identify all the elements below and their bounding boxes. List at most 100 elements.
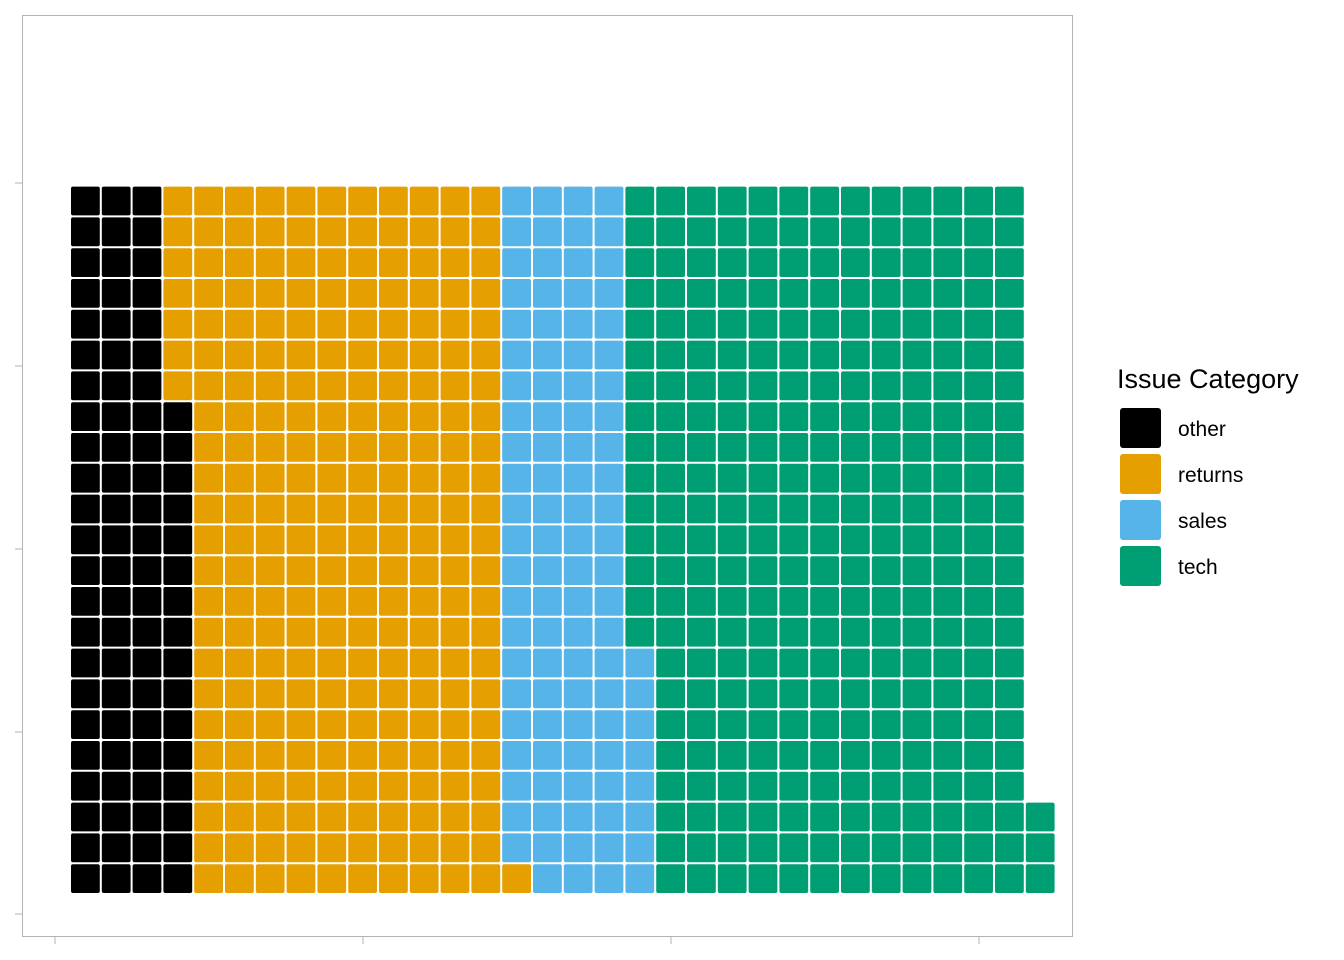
waffle-cell-returns	[255, 340, 285, 370]
waffle-cell-returns	[440, 340, 470, 370]
legend-key-other	[1120, 408, 1161, 448]
waffle-cell-tech	[964, 710, 993, 739]
waffle-cell-tech	[748, 433, 778, 462]
waffle-cell-tech	[810, 802, 839, 832]
waffle-cell-returns	[471, 371, 501, 401]
waffle-cell-tech	[964, 617, 993, 647]
waffle-cell-tech	[656, 648, 685, 678]
waffle-cell-other	[163, 771, 193, 801]
waffle-cell-returns	[255, 433, 285, 462]
waffle-cell-other	[71, 833, 100, 863]
waffle-cell-tech	[625, 340, 655, 370]
waffle-cell-other	[163, 433, 193, 462]
waffle-cell-sales	[594, 864, 624, 893]
waffle-cell-returns	[409, 710, 439, 739]
waffle-cell-other	[71, 186, 100, 216]
waffle-cell-sales	[563, 833, 593, 863]
waffle-cell-sales	[502, 617, 531, 647]
waffle-cell-returns	[409, 248, 439, 277]
waffle-cell-returns	[225, 402, 254, 431]
waffle-cell-returns	[440, 587, 470, 616]
waffle-cell-returns	[163, 217, 193, 247]
waffle-cell-other	[71, 463, 100, 493]
waffle-cell-sales	[502, 248, 531, 277]
waffle-cell-tech	[779, 525, 809, 555]
waffle-cell-returns	[194, 802, 223, 832]
waffle-cell-returns	[379, 833, 408, 863]
axis-ticks	[15, 182, 980, 944]
waffle-cell-tech	[748, 771, 778, 801]
waffle-cell-tech	[995, 833, 1024, 863]
waffle-cell-tech	[810, 279, 839, 308]
waffle-cell-tech	[933, 617, 963, 647]
waffle-cell-sales	[502, 833, 531, 863]
waffle-cell-tech	[964, 248, 993, 277]
waffle-cell-returns	[225, 802, 254, 832]
waffle-cell-other	[101, 648, 131, 678]
waffle-cell-sales	[594, 802, 624, 832]
waffle-cell-other	[101, 556, 131, 585]
waffle-cell-returns	[379, 741, 408, 770]
waffle-cell-tech	[841, 771, 870, 801]
waffle-cell-tech	[964, 864, 993, 893]
waffle-cell-tech	[687, 741, 716, 770]
waffle-cell-tech	[964, 371, 993, 401]
waffle-cell-sales	[594, 494, 624, 524]
waffle-cell-returns	[409, 771, 439, 801]
waffle-cell-tech	[902, 525, 932, 555]
waffle-cell-other	[71, 802, 100, 832]
waffle-cell-tech	[748, 402, 778, 431]
waffle-cell-returns	[194, 617, 223, 647]
waffle-cell-tech	[748, 587, 778, 616]
waffle-cell-returns	[225, 648, 254, 678]
waffle-cell-returns	[225, 587, 254, 616]
waffle-cell-sales	[563, 248, 593, 277]
waffle-cell-returns	[379, 771, 408, 801]
waffle-cell-tech	[995, 587, 1024, 616]
waffle-cell-other	[71, 217, 100, 247]
waffle-cell-returns	[317, 248, 347, 277]
waffle-cell-returns	[255, 556, 285, 585]
waffle-cell-tech	[717, 741, 747, 770]
waffle-cell-other	[132, 309, 162, 339]
waffle-cell-tech	[656, 279, 685, 308]
waffle-cell-tech	[810, 864, 839, 893]
waffle-cell-returns	[194, 833, 223, 863]
waffle-cell-tech	[933, 248, 963, 277]
waffle-cell-tech	[902, 279, 932, 308]
waffle-cell-sales	[625, 833, 655, 863]
waffle-cell-sales	[502, 494, 531, 524]
waffle-cell-sales	[563, 525, 593, 555]
waffle-cell-returns	[286, 309, 316, 339]
waffle-cell-returns	[286, 648, 316, 678]
waffle-cell-returns	[194, 402, 223, 431]
waffle-cell-tech	[964, 463, 993, 493]
waffle-cell-returns	[348, 648, 377, 678]
waffle-cell-tech	[871, 279, 901, 308]
waffle-cell-returns	[286, 710, 316, 739]
waffle-cell-returns	[440, 710, 470, 739]
waffle-cell-tech	[902, 710, 932, 739]
waffle-cell-returns	[379, 648, 408, 678]
waffle-cell-returns	[379, 433, 408, 462]
waffle-cell-returns	[194, 340, 223, 370]
waffle-cell-other	[163, 864, 193, 893]
waffle-cell-returns	[348, 217, 377, 247]
waffle-cell-sales	[563, 494, 593, 524]
waffle-cell-returns	[286, 463, 316, 493]
waffle-cell-returns	[409, 587, 439, 616]
waffle-cell-other	[71, 587, 100, 616]
waffle-cell-other	[163, 556, 193, 585]
waffle-cell-tech	[748, 525, 778, 555]
waffle-cell-sales	[625, 802, 655, 832]
waffle-cell-returns	[225, 617, 254, 647]
waffle-cell-returns	[440, 525, 470, 555]
waffle-cell-returns	[255, 525, 285, 555]
waffle-cell-returns	[317, 309, 347, 339]
waffle-cell-returns	[286, 217, 316, 247]
waffle-cell-other	[101, 679, 131, 709]
waffle-cell-returns	[255, 648, 285, 678]
waffle-cell-tech	[717, 279, 747, 308]
waffle-cell-other	[101, 217, 131, 247]
waffle-cell-returns	[348, 864, 377, 893]
